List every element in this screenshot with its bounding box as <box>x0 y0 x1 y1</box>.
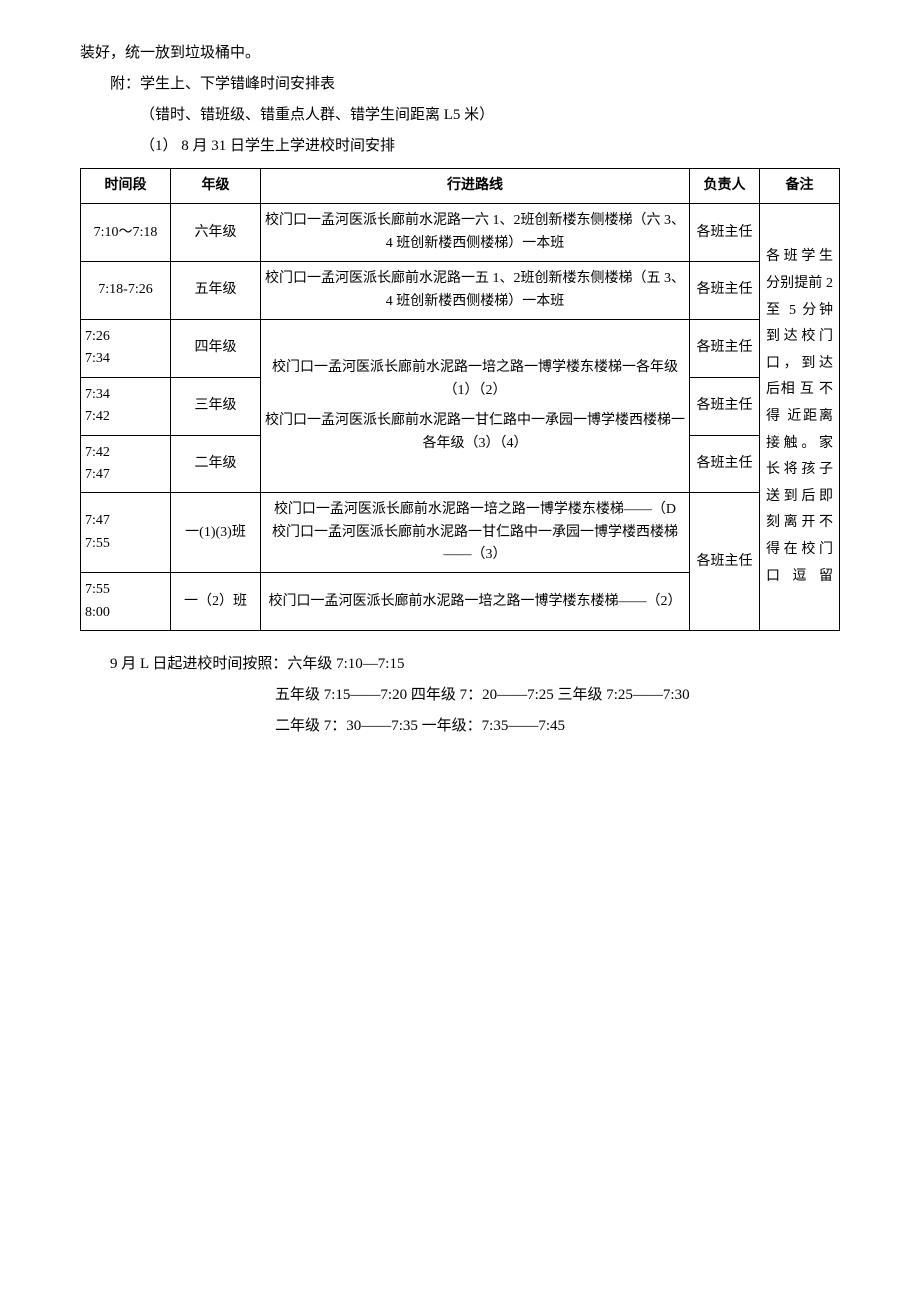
cell-grade: 三年级 <box>171 377 261 435</box>
cell-resp: 各班主任 <box>690 204 760 262</box>
cell-time: 7:427:47 <box>81 435 171 493</box>
route-text-mid: 校门口一孟河医派长廊前水泥路一甘仁路中一承园一博学楼西楼梯一各年级（3）（4） <box>265 410 685 455</box>
th-grade: 年级 <box>171 169 261 204</box>
cell-time: 7:18-7:26 <box>81 262 171 320</box>
cell-time: 7:267:34 <box>81 319 171 377</box>
table-row: 7:267:34 四年级 校门口一孟河医派长廊前水泥路一培之路一博学楼东楼梯一各… <box>81 319 840 377</box>
cell-time: 7:558:00 <box>81 573 171 631</box>
cell-resp: 各班主任 <box>690 377 760 435</box>
cell-grade: 一（2）班 <box>171 573 261 631</box>
cell-time: 7:10～7:18 <box>81 204 171 262</box>
cell-resp: 各班主任 <box>690 319 760 377</box>
table-row: 7:10～7:18 六年级 校门口一孟河医派长廊前水泥路一六 1、2班创新楼东侧… <box>81 204 840 262</box>
cell-grade: 二年级 <box>171 435 261 493</box>
intro-line-1: 装好，统一放到垃圾桶中。 <box>80 40 840 67</box>
cell-route-merged: 校门口一孟河医派长廊前水泥路一培之路一博学楼东楼梯一各年级（1）（2） 校门口一… <box>261 319 690 492</box>
cell-route: 校门口一孟河医派长廊前水泥路一培之路一博学楼东楼梯——（D校门口一孟河医派长廊前… <box>261 493 690 573</box>
cell-note: 各班学生分别提前 2至 5 分钟到达校门口，到达后相 互 不 得 近距离接触。家… <box>760 204 840 631</box>
th-resp: 负责人 <box>690 169 760 204</box>
cell-grade: 一(1)(3)班 <box>171 493 261 573</box>
th-route: 行进路线 <box>261 169 690 204</box>
intro-line-4: （1） 8 月 31 日学生上学进校时间安排 <box>80 133 840 160</box>
table-row: 7:18-7:26 五年级 校门口一孟河医派长廊前水泥路一五 1、2班创新楼东侧… <box>81 262 840 320</box>
schedule-table: 时间段 年级 行进路线 负责人 备注 7:10～7:18 六年级 校门口一孟河医… <box>80 168 840 631</box>
footer-line-1: 9 月 L 日起进校时间按照：六年级 7:10—7:15 <box>80 651 840 678</box>
cell-grade: 六年级 <box>171 204 261 262</box>
cell-resp-merged: 各班主任 <box>690 493 760 631</box>
cell-route: 校门口一孟河医派长廊前水泥路一培之路一博学楼东楼梯——（2） <box>261 573 690 631</box>
footer-line-2: 五年级 7:15——7:20 四年级 7：20——7:25 三年级 7:25——… <box>275 682 840 709</box>
cell-route: 校门口一孟河医派长廊前水泥路一六 1、2班创新楼东侧楼梯（六 3、4 班创新楼西… <box>261 204 690 262</box>
table-header-row: 时间段 年级 行进路线 负责人 备注 <box>81 169 840 204</box>
intro-line-3: （错时、错班级、错重点人群、错学生间距离 L5 米） <box>80 102 840 129</box>
footer-line-3: 二年级 7：30——7:35 一年级：7:35——7:45 <box>275 713 840 740</box>
footer-block: 9 月 L 日起进校时间按照：六年级 7:10—7:15 五年级 7:15——7… <box>80 651 840 740</box>
cell-grade: 四年级 <box>171 319 261 377</box>
cell-resp: 各班主任 <box>690 262 760 320</box>
cell-time: 7:347:42 <box>81 377 171 435</box>
intro-line-2: 附：学生上、下学错峰时间安排表 <box>80 71 840 98</box>
cell-resp: 各班主任 <box>690 435 760 493</box>
th-time: 时间段 <box>81 169 171 204</box>
table-row: 7:477:55 一(1)(3)班 校门口一孟河医派长廊前水泥路一培之路一博学楼… <box>81 493 840 573</box>
cell-route: 校门口一孟河医派长廊前水泥路一五 1、2班创新楼东侧楼梯（五 3、4 班创新楼西… <box>261 262 690 320</box>
cell-grade: 五年级 <box>171 262 261 320</box>
th-note: 备注 <box>760 169 840 204</box>
route-text-top: 校门口一孟河医派长廊前水泥路一培之路一博学楼东楼梯一各年级（1）（2） <box>265 357 685 402</box>
cell-time: 7:477:55 <box>81 493 171 573</box>
